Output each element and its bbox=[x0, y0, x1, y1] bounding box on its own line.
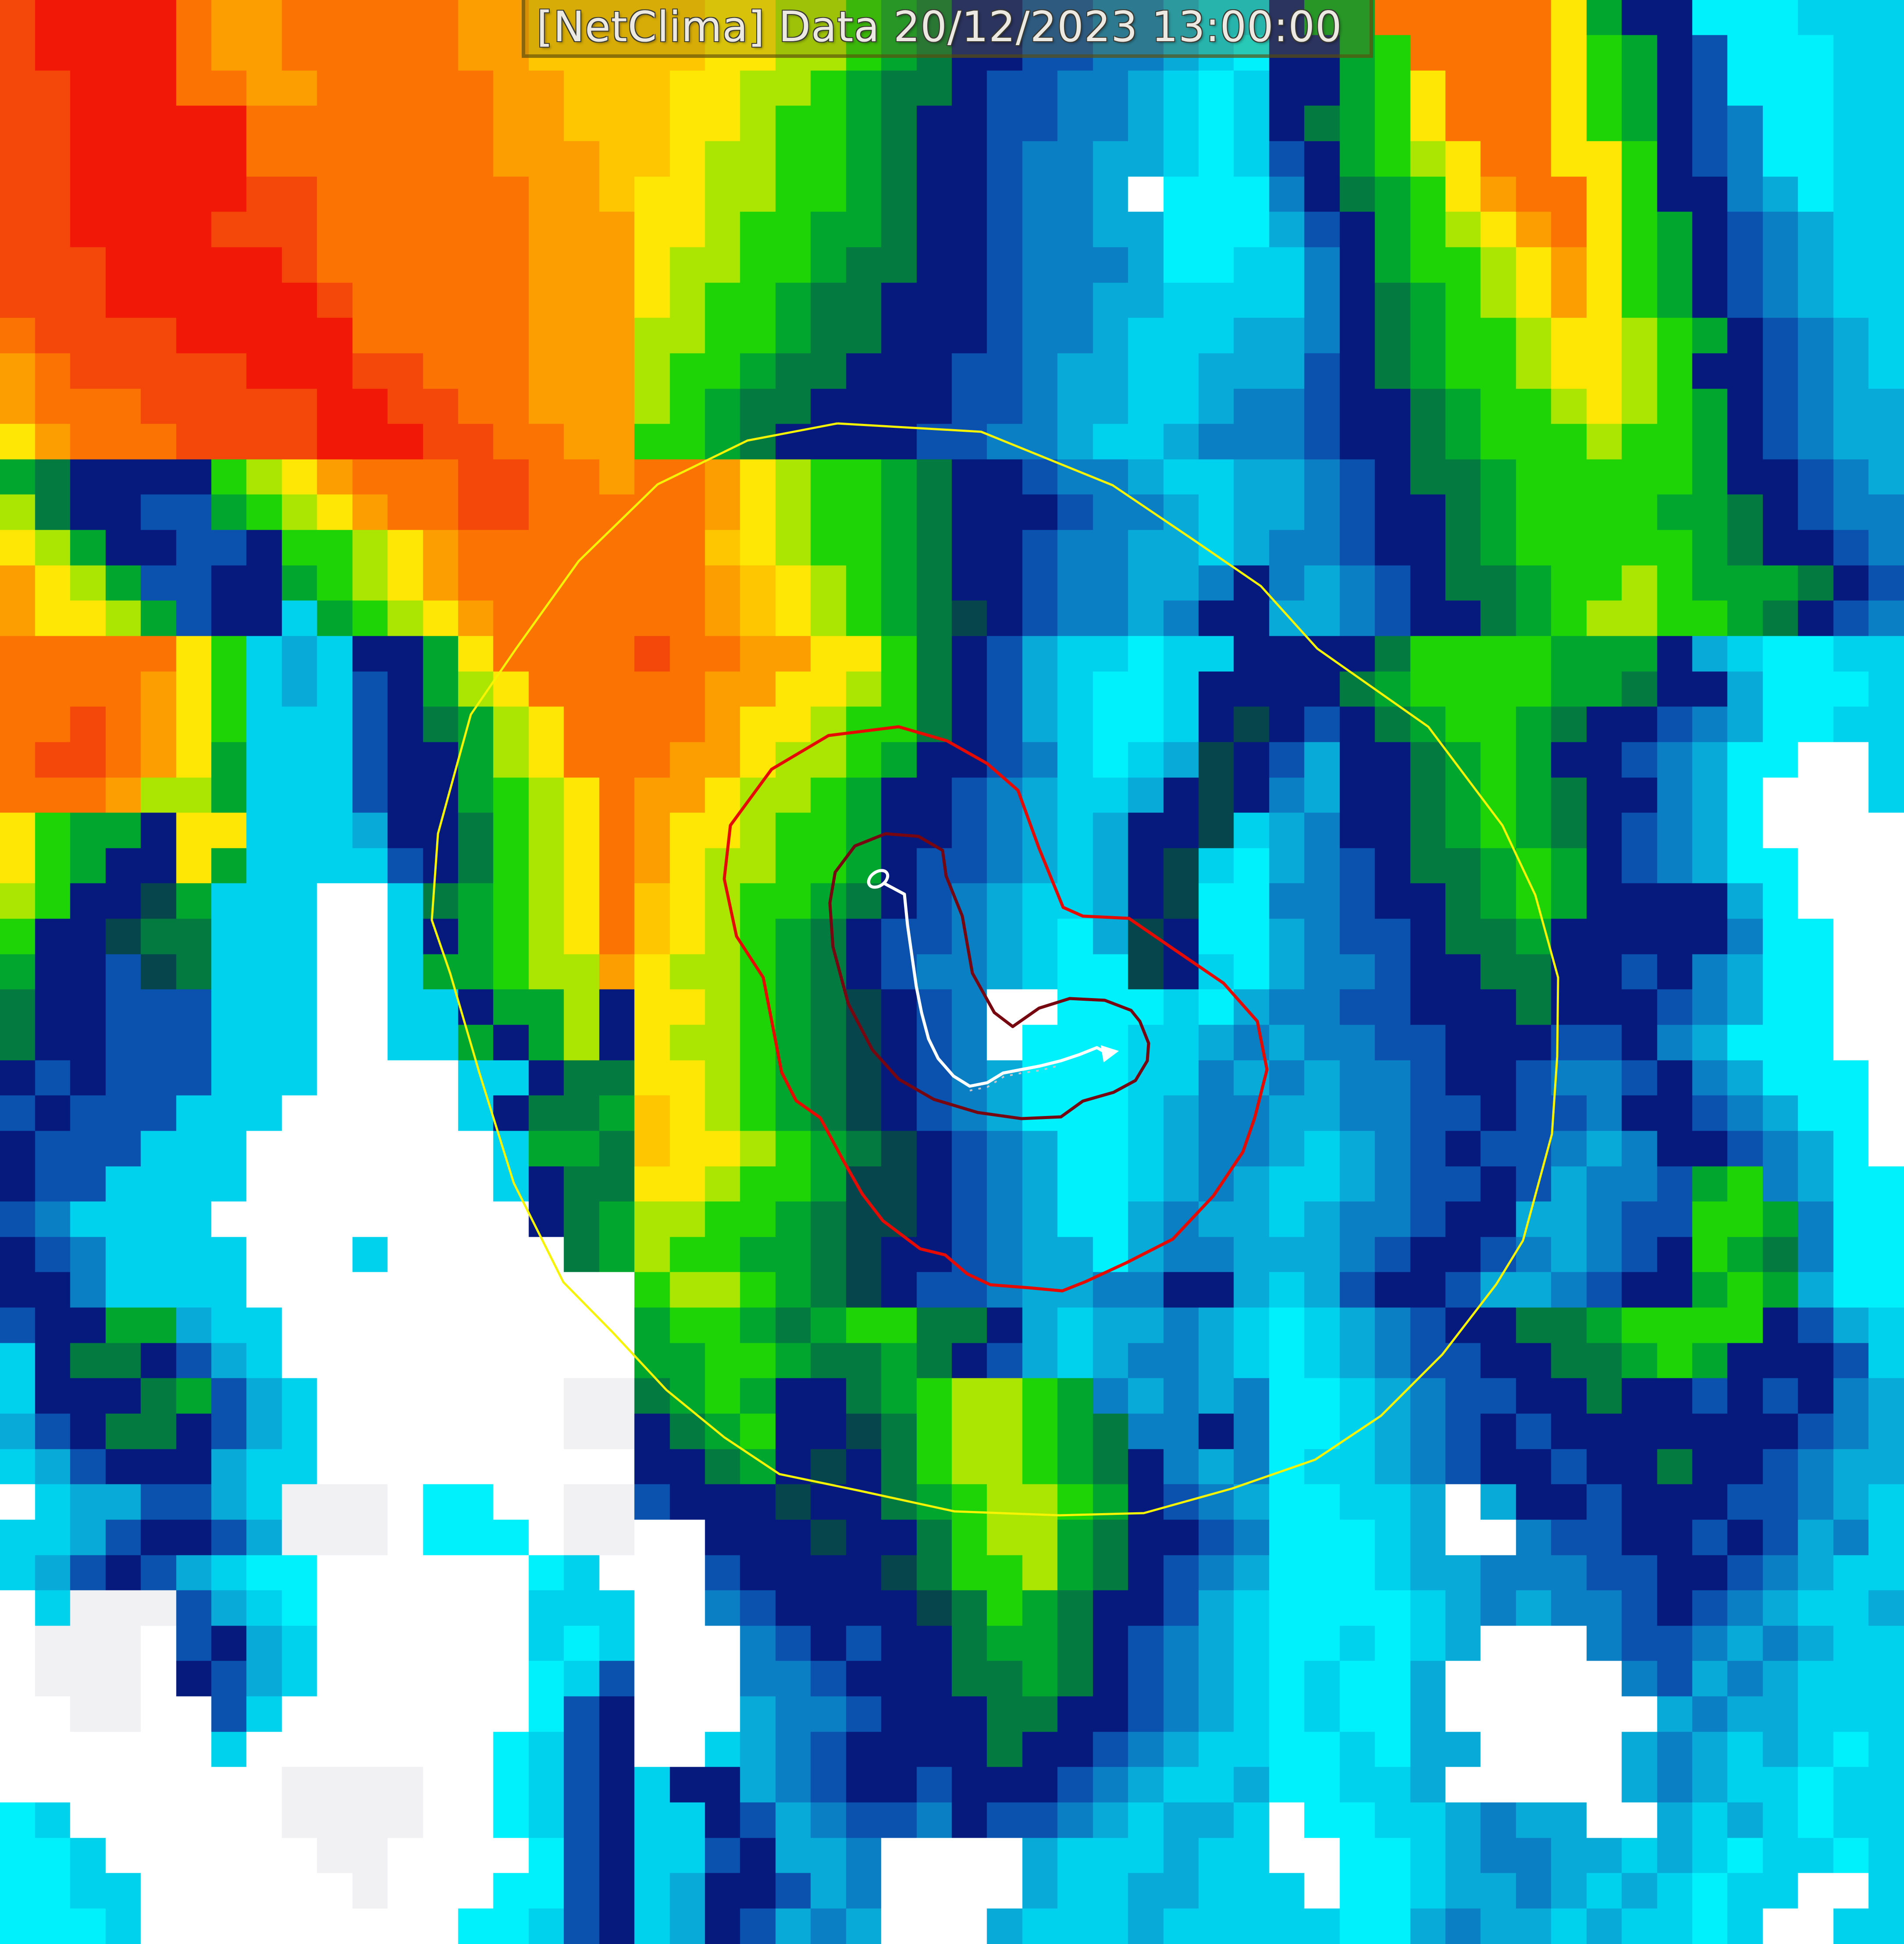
timestamp-overlay-bar: [NetClima] Data 20/12/2023 13:00:00 bbox=[522, 0, 1373, 58]
timestamp-text: [NetClima] Data 20/12/2023 13:00:00 bbox=[537, 3, 1342, 51]
